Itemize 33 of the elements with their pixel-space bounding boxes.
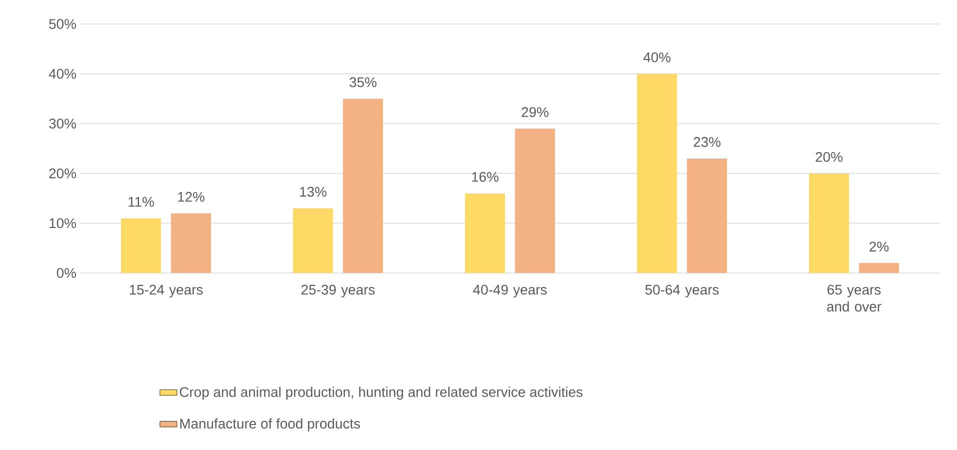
x-tick-label: 15-24 years bbox=[130, 284, 203, 298]
bar bbox=[121, 218, 161, 273]
bar bbox=[637, 74, 678, 273]
data-label: 13% bbox=[300, 186, 326, 197]
x-tick-label: 50-64 years bbox=[645, 284, 719, 298]
y-tick-label: 20% bbox=[49, 168, 76, 178]
bar bbox=[859, 263, 900, 273]
bar bbox=[171, 213, 211, 273]
x-tick-label: 65 years and over bbox=[827, 284, 882, 312]
y-tick-label: 40% bbox=[48, 68, 76, 79]
bar bbox=[809, 173, 850, 273]
x-tick-label: 25-39 years bbox=[301, 284, 375, 298]
data-label: 23% bbox=[694, 137, 720, 147]
data-label: 2% bbox=[870, 242, 889, 252]
data-label: 29% bbox=[522, 107, 548, 118]
y-tick-label: 0% bbox=[56, 268, 76, 278]
data-label: 40% bbox=[643, 52, 670, 62]
y-tick-label: 50% bbox=[49, 19, 76, 29]
y-tick-label: 30% bbox=[49, 118, 76, 129]
x-tick-label: 40-49 years bbox=[473, 284, 547, 298]
data-label: 11% bbox=[128, 196, 154, 207]
bar bbox=[687, 158, 728, 273]
bar bbox=[293, 208, 333, 273]
bar bbox=[465, 193, 506, 273]
data-label: 12% bbox=[178, 192, 204, 202]
data-label: 35% bbox=[350, 77, 376, 88]
y-tick-label: 10% bbox=[50, 218, 76, 228]
bar bbox=[515, 128, 556, 273]
data-label: 20% bbox=[816, 152, 842, 162]
data-label: 16% bbox=[472, 172, 498, 182]
legend-label: Crop and animal production, hunting and related service activities bbox=[180, 386, 582, 400]
legend-label: Manufacture of food products bbox=[180, 418, 360, 432]
bar bbox=[343, 98, 384, 273]
